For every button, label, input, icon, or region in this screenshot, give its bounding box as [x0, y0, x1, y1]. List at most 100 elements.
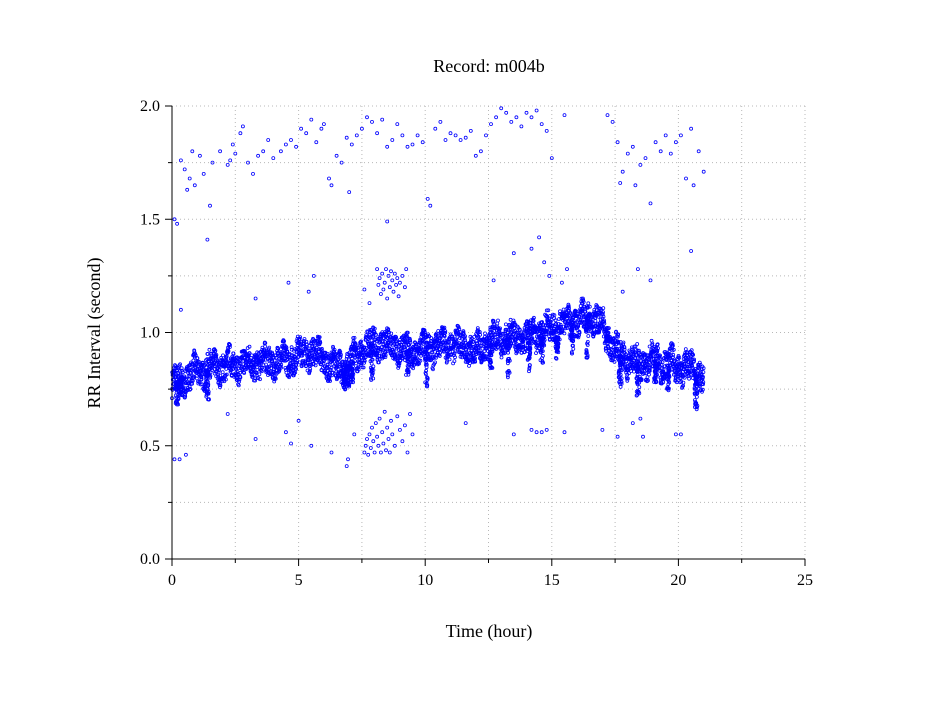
- rr-point: [258, 350, 263, 355]
- rr-point: [328, 379, 333, 383]
- rr-point: [308, 366, 313, 371]
- rr-point: [359, 339, 364, 344]
- rr-point: [356, 345, 360, 350]
- rr-point: [353, 342, 358, 347]
- rr-point: [238, 361, 243, 366]
- rr-point: [252, 365, 257, 370]
- rr-point: [411, 366, 416, 371]
- rr-point: [576, 324, 581, 329]
- rr-point: [433, 360, 438, 365]
- rr-point: [272, 358, 277, 363]
- rr-point: [284, 345, 289, 350]
- rr-point: [408, 340, 413, 345]
- rr-point: [198, 382, 203, 387]
- rr-point: [179, 366, 184, 371]
- rr-point: [586, 305, 590, 310]
- rr-point: [418, 358, 423, 363]
- rr-point: [384, 332, 389, 337]
- rr-point: [464, 347, 469, 352]
- rr-point: [209, 351, 214, 356]
- rr-point: [309, 340, 314, 345]
- rr-point: [377, 357, 382, 362]
- rr-point: [532, 315, 536, 320]
- chart-title: Record: m004b: [433, 56, 544, 76]
- rr-point: [460, 351, 465, 356]
- rr-point: [550, 323, 554, 328]
- rr-point: [372, 326, 377, 331]
- rr-point: [452, 359, 457, 364]
- rr-point: [381, 340, 385, 345]
- rr-point: [601, 310, 605, 315]
- rr-point: [528, 320, 533, 325]
- rr-point: [212, 364, 217, 369]
- rr-point: [595, 304, 599, 309]
- rr-point: [229, 373, 234, 377]
- rr-point: [302, 339, 307, 344]
- rr-point: [293, 370, 298, 375]
- rr-point: [614, 329, 618, 334]
- rr-point: [294, 363, 299, 367]
- rr-point: [356, 367, 361, 372]
- rr-point: [178, 362, 183, 367]
- rr-point: [217, 368, 222, 373]
- rr-point: [383, 353, 388, 358]
- rr-point: [329, 366, 334, 370]
- rr-point: [259, 369, 264, 374]
- rr-point: [601, 314, 606, 319]
- rr-point: [285, 349, 290, 354]
- rr-point: [595, 323, 600, 328]
- rr-point: [313, 342, 318, 347]
- rr-point: [263, 341, 268, 345]
- rr-point: [456, 325, 461, 330]
- rr-point: [586, 301, 591, 306]
- rr-point: [612, 359, 617, 364]
- rr-point: [231, 351, 236, 356]
- rr-point: [334, 357, 339, 362]
- rr-point: [602, 321, 607, 326]
- rr-point: [208, 373, 213, 378]
- rr-point: [328, 373, 332, 378]
- rr-point: [580, 319, 585, 324]
- rr-point: [270, 350, 275, 355]
- rr-point: [263, 344, 268, 349]
- rr-point: [238, 370, 243, 375]
- rr-point: [253, 378, 258, 383]
- rr-point: [321, 359, 326, 364]
- rr-point: [331, 344, 335, 349]
- rr-point: [362, 358, 367, 363]
- rr-point: [579, 315, 584, 320]
- rr-point: [326, 364, 331, 369]
- rr-point: [315, 351, 320, 356]
- rr-point: [305, 348, 310, 353]
- rr-point: [279, 362, 284, 367]
- rr-point: [297, 345, 302, 350]
- rr-point: [438, 333, 443, 338]
- rr-point: [214, 352, 219, 357]
- rr-point: [544, 308, 549, 313]
- rr-point: [525, 319, 529, 324]
- rr-point: [457, 327, 462, 332]
- rr-point: [330, 370, 335, 375]
- rr-point: [338, 354, 343, 359]
- rr-point: [183, 394, 188, 399]
- rr-point: [592, 307, 597, 312]
- rr-point: [616, 340, 621, 345]
- rr-point: [503, 322, 508, 327]
- rr-point: [325, 351, 330, 356]
- rr-point: [573, 322, 578, 326]
- rr-point: [463, 334, 468, 339]
- x-tick-label: 20: [670, 572, 686, 589]
- rr-point: [374, 351, 379, 356]
- rr-point: [499, 355, 504, 360]
- y-tick-label: 0.5: [140, 438, 160, 455]
- rr-point: [576, 322, 580, 327]
- rr-point: [298, 335, 303, 340]
- rr-point: [226, 349, 231, 354]
- rr-point: [317, 338, 322, 343]
- rr-point: [405, 330, 410, 335]
- rr-point: [542, 338, 547, 342]
- rr-point: [196, 359, 201, 364]
- rr-point: [201, 360, 205, 365]
- rr-point: [374, 332, 378, 337]
- rr-point: [447, 357, 452, 362]
